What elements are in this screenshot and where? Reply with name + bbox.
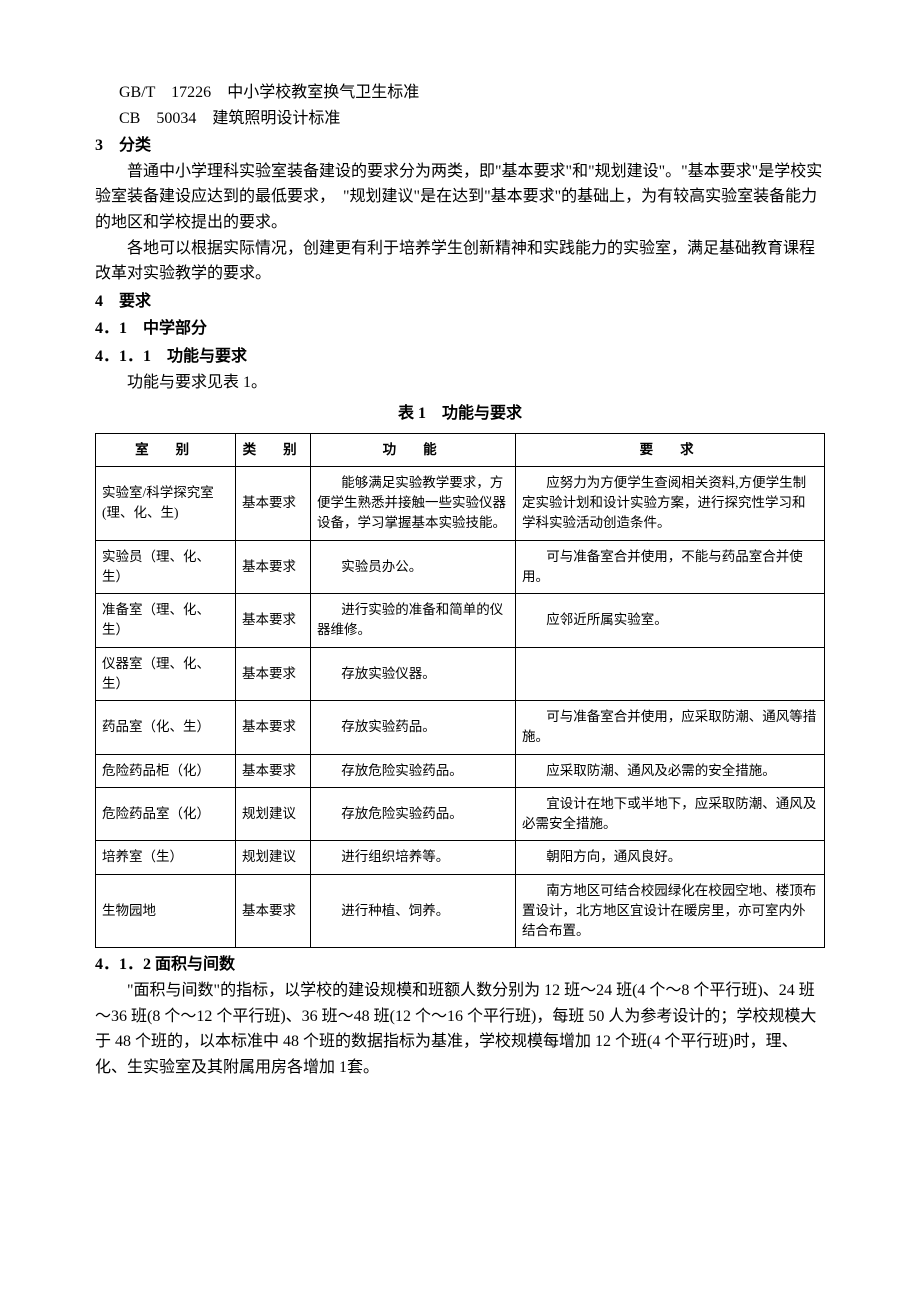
- section-3-para-2: 各地可以根据实际情况，创建更有利于培养学生创新精神和实践能力的实验室，满足基础教…: [95, 236, 825, 287]
- table-row: 实验室/科学探究室(理、化、生)基本要求能够满足实验教学要求，方便学生熟悉并接触…: [96, 466, 825, 540]
- cell-type: 基本要求: [236, 874, 311, 948]
- cell-req: 应努力为方便学生查阅相关资料,方便学生制定实验计划和设计实验方案，进行探究性学习…: [516, 466, 825, 540]
- cell-type: 基本要求: [236, 754, 311, 787]
- standard-code-1: GB/T 17226: [119, 84, 211, 101]
- table-row: 仪器室（理、化、生）基本要求存放实验仪器。: [96, 647, 825, 701]
- cell-req: 宜设计在地下或半地下，应采取防潮、通风及必需安全措施。: [516, 787, 825, 841]
- standard-line-2: CB 50034 建筑照明设计标准: [95, 106, 825, 132]
- cell-req: 应采取防潮、通风及必需的安全措施。: [516, 754, 825, 787]
- cell-func: 存放实验药品。: [311, 701, 516, 755]
- cell-room: 药品室（化、生）: [96, 701, 236, 755]
- section-4-1-1-heading: 4．1．1 功能与要求: [95, 344, 825, 370]
- cell-room: 实验员（理、化、生）: [96, 540, 236, 594]
- table-header-row: 室 别 类 别 功 能 要 求: [96, 433, 825, 466]
- section-4-1-heading: 4．1 中学部分: [95, 316, 825, 342]
- th-room: 室 别: [96, 433, 236, 466]
- cell-req: 可与准备室合并使用，应采取防潮、通风等措施。: [516, 701, 825, 755]
- table-row: 培养室（生）规划建议进行组织培养等。朝阳方向，通风良好。: [96, 841, 825, 874]
- table-1: 室 别 类 别 功 能 要 求 实验室/科学探究室(理、化、生)基本要求能够满足…: [95, 433, 825, 949]
- section-3-para-1: 普通中小学理科实验室装备建设的要求分为两类，即"基本要求"和"规划建设"。"基本…: [95, 159, 825, 236]
- section-4-1-2-heading: 4．1．2 面积与间数: [95, 952, 825, 978]
- cell-req: [516, 647, 825, 701]
- cell-req: 应邻近所属实验室。: [516, 594, 825, 648]
- cell-type: 基本要求: [236, 594, 311, 648]
- cell-req: 可与准备室合并使用，不能与药品室合并使用。: [516, 540, 825, 594]
- cell-func: 存放实验仪器。: [311, 647, 516, 701]
- cell-func: 进行组织培养等。: [311, 841, 516, 874]
- cell-func: 进行实验的准备和简单的仪器维修。: [311, 594, 516, 648]
- cell-room: 实验室/科学探究室(理、化、生): [96, 466, 236, 540]
- cell-func: 能够满足实验教学要求，方便学生熟悉并接触一些实验仪器设备，学习掌握基本实验技能。: [311, 466, 516, 540]
- cell-func: 存放危险实验药品。: [311, 787, 516, 841]
- th-func: 功 能: [311, 433, 516, 466]
- cell-req: 南方地区可结合校园绿化在校园空地、楼顶布置设计，北方地区宜设计在暖房里，亦可室内…: [516, 874, 825, 948]
- cell-room: 仪器室（理、化、生）: [96, 647, 236, 701]
- cell-room: 准备室（理、化、生）: [96, 594, 236, 648]
- cell-room: 生物园地: [96, 874, 236, 948]
- cell-room: 培养室（生）: [96, 841, 236, 874]
- cell-room: 危险药品柜（化）: [96, 754, 236, 787]
- cell-type: 基本要求: [236, 466, 311, 540]
- standard-name-2: 建筑照明设计标准: [212, 110, 340, 127]
- section-3-heading: 3 分类: [95, 133, 825, 159]
- table-row: 危险药品室（化）规划建议存放危险实验药品。宜设计在地下或半地下，应采取防潮、通风…: [96, 787, 825, 841]
- standard-line-1: GB/T 17226 中小学校教室换气卫生标准: [95, 80, 825, 106]
- cell-type: 基本要求: [236, 701, 311, 755]
- cell-func: 存放危险实验药品。: [311, 754, 516, 787]
- table-body: 实验室/科学探究室(理、化、生)基本要求能够满足实验教学要求，方便学生熟悉并接触…: [96, 466, 825, 948]
- table-row: 实验员（理、化、生）基本要求实验员办公。可与准备室合并使用，不能与药品室合并使用…: [96, 540, 825, 594]
- cell-func: 进行种植、饲养。: [311, 874, 516, 948]
- table-row: 准备室（理、化、生）基本要求进行实验的准备和简单的仪器维修。应邻近所属实验室。: [96, 594, 825, 648]
- section-4-heading: 4 要求: [95, 289, 825, 315]
- standard-name-1: 中小学校教室换气卫生标准: [227, 84, 419, 101]
- page: GB/T 17226 中小学校教室换气卫生标准 CB 50034 建筑照明设计标…: [0, 0, 920, 1302]
- section-4-1-2-text: "面积与间数"的指标，以学校的建设规模和班额人数分别为 12 班～24 班(4 …: [95, 978, 825, 1080]
- table-row: 药品室（化、生）基本要求存放实验药品。可与准备室合并使用，应采取防潮、通风等措施…: [96, 701, 825, 755]
- section-4-1-1-text: 功能与要求见表 1。: [95, 370, 825, 396]
- table-row: 危险药品柜（化）基本要求存放危险实验药品。应采取防潮、通风及必需的安全措施。: [96, 754, 825, 787]
- cell-room: 危险药品室（化）: [96, 787, 236, 841]
- table-1-title: 表 1 功能与要求: [95, 401, 825, 427]
- th-type: 类 别: [236, 433, 311, 466]
- standard-code-2: CB 50034: [119, 110, 196, 127]
- cell-type: 规划建议: [236, 787, 311, 841]
- cell-type: 基本要求: [236, 647, 311, 701]
- cell-func: 实验员办公。: [311, 540, 516, 594]
- cell-req: 朝阳方向，通风良好。: [516, 841, 825, 874]
- table-head: 室 别 类 别 功 能 要 求: [96, 433, 825, 466]
- table-row: 生物园地基本要求进行种植、饲养。南方地区可结合校园绿化在校园空地、楼顶布置设计，…: [96, 874, 825, 948]
- cell-type: 基本要求: [236, 540, 311, 594]
- th-req: 要 求: [516, 433, 825, 466]
- cell-type: 规划建议: [236, 841, 311, 874]
